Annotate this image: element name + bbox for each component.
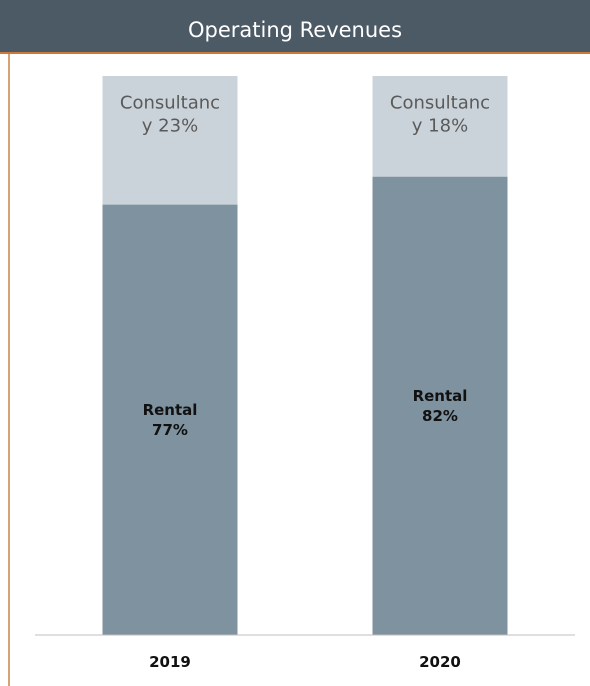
x-tick-label-2020: 2020 <box>419 653 461 671</box>
data-label-consultancy-2020: y 18% <box>412 116 468 137</box>
chart-title: Operating Revenues <box>0 0 590 54</box>
data-label-rental-2019: 77% <box>152 421 188 439</box>
data-label-rental-2020: Rental <box>413 387 468 405</box>
data-label-rental-2019: Rental <box>143 401 198 419</box>
data-label-rental-2020: 82% <box>422 407 458 425</box>
data-label-consultancy-2019: Consultanc <box>120 93 220 114</box>
x-tick-label-2019: 2019 <box>149 653 191 671</box>
data-label-consultancy-2019: y 23% <box>142 116 198 137</box>
bar-rental-2020 <box>373 177 508 635</box>
data-label-consultancy-2020: Consultanc <box>390 93 490 114</box>
chart-title-bar: Operating Revenues <box>0 0 590 54</box>
bar-rental-2019 <box>103 205 238 635</box>
